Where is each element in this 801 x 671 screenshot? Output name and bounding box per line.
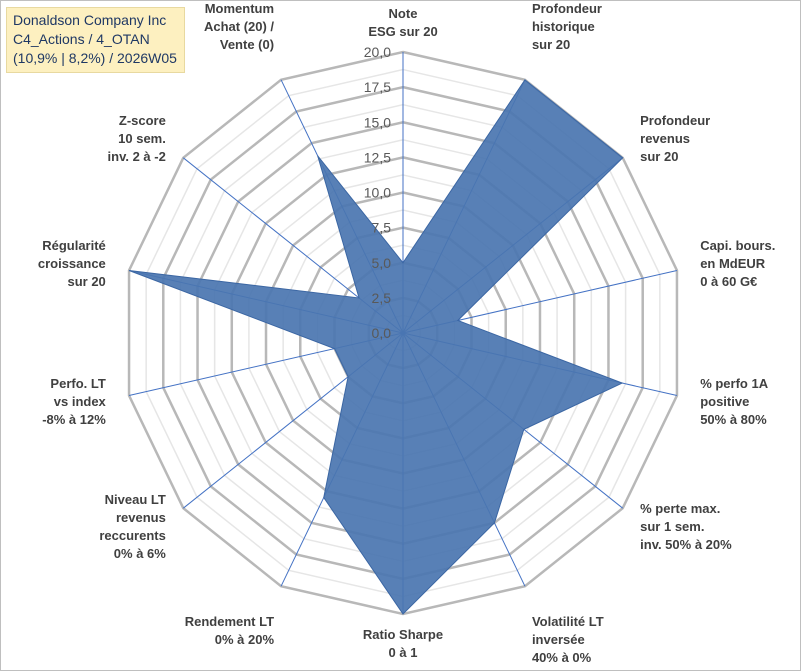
data-series-polygon — [128, 79, 624, 615]
tick-label: 17,5 — [364, 79, 391, 95]
tick-label: 2,5 — [372, 290, 392, 306]
axis-label: % perte max. sur 1 sem. inv. 50% à 20% — [640, 501, 732, 552]
axis-label: Rendement LT 0% à 20% — [185, 614, 275, 647]
axis-label: Z-score 10 sem. inv. 2 à -2 — [108, 113, 166, 164]
title-line-2: C4_Actions / 4_OTAN — [13, 31, 150, 47]
axis-label: Momentum Achat (20) / Vente (0) — [204, 1, 274, 52]
tick-label: 0,0 — [372, 325, 392, 341]
radial-tick-labels: 0,0 2,5 5,0 7,5 10,0 12,5 15,0 17,5 20,0 — [364, 44, 391, 341]
chart-title: Donaldson Company Inc C4_Actions / 4_OTA… — [6, 7, 185, 73]
axis-labels: Note ESG sur 20 Profondeur historique sur 20… — [38, 1, 775, 665]
tick-label: 5,0 — [372, 255, 392, 271]
tick-label: 12,5 — [364, 149, 391, 165]
axis-label: Profondeur historique sur 20 — [532, 1, 602, 52]
title-line-1: Donaldson Company Inc — [13, 12, 167, 28]
axis-label: Ratio Sharpe 0 à 1 — [363, 627, 443, 660]
axis-label: Régularité croissance sur 20 — [38, 238, 106, 289]
tick-label: 7,5 — [372, 220, 392, 236]
axis-label: % perfo 1A positive 50% à 80% — [700, 376, 769, 427]
tick-label: 15,0 — [364, 114, 391, 130]
axis-label: Niveau LT revenus reccurents 0% à 6% — [99, 492, 166, 561]
tick-label: 20,0 — [364, 44, 391, 60]
axis-label: Note ESG sur 20 — [368, 6, 437, 39]
tick-label: 10,0 — [364, 185, 391, 201]
axis-label: Volatilité LT inversée 40% à 0% — [532, 614, 604, 665]
axis-label: Capi. bours. en MdEUR 0 à 60 G€ — [700, 238, 775, 289]
axis-label: Profondeur revenus sur 20 — [640, 113, 710, 164]
title-line-3: (10,9% | 8,2%) / 2026W05 — [13, 50, 177, 66]
axis-label: Perfo. LT vs index -8% à 12% — [42, 376, 106, 427]
